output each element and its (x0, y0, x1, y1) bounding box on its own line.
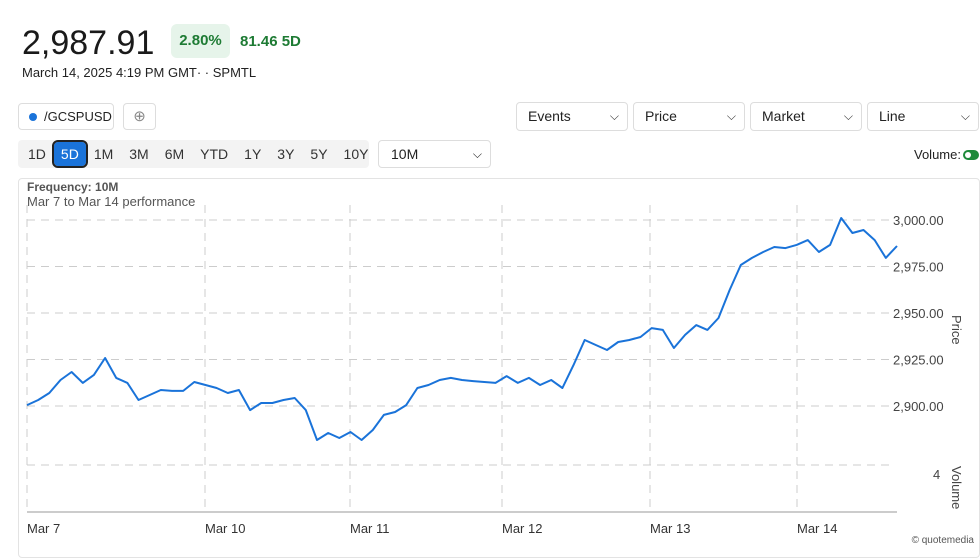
volume-label: Volume: (914, 147, 961, 162)
frequency-dropdown[interactable]: 10M ⌵ (378, 140, 491, 168)
x-tick-label: Mar 7 (27, 521, 60, 536)
y-tick-label: 2,950.00 (893, 306, 944, 321)
range-1y[interactable]: 1Y (244, 146, 262, 162)
chevron-down-icon: ⌵ (609, 109, 619, 123)
events-dropdown[interactable]: Events ⌵ (516, 102, 628, 131)
frequency-caption: Frequency: 10M (27, 180, 119, 194)
y-tick-label: 3,000.00 (893, 213, 944, 228)
range-10y[interactable]: 10Y (343, 146, 369, 162)
series-color-dot (29, 113, 37, 121)
quote-timestamp: March 14, 2025 4:19 PM GMT· · SPMTL (22, 65, 257, 80)
events-label: Events (528, 108, 571, 124)
range-3m[interactable]: 3M (129, 146, 149, 162)
market-label: Market (762, 108, 805, 124)
x-tick-label: Mar 11 (350, 521, 390, 536)
quotemedia-credit: © quotemedia (911, 535, 974, 546)
chevron-down-icon: ⌵ (843, 109, 853, 123)
performance-caption: Mar 7 to Mar 14 performance (27, 194, 196, 209)
x-tick-label: Mar 12 (502, 521, 542, 536)
chevron-down-icon: ⌵ (472, 147, 482, 161)
plus-circle-icon: ⊕ (133, 108, 146, 125)
x-tick-label: Mar 10 (205, 521, 245, 536)
price-label: Price (645, 108, 677, 124)
change-percent-badge: 2.80% (171, 24, 230, 58)
frequency-value: 10M (391, 146, 419, 162)
change-absolute: 81.46 5D (240, 33, 301, 50)
y-tick-label: 2,975.00 (893, 260, 944, 275)
volume-axis-title: Volume (949, 466, 964, 509)
y-tick-label: 2,925.00 (893, 353, 944, 368)
chevron-down-icon: ⌵ (726, 109, 736, 123)
y-tick-label: 2,900.00 (893, 399, 944, 414)
chevron-down-icon: ⌵ (960, 109, 970, 123)
range-6m[interactable]: 6M (164, 146, 185, 162)
symbol-chip[interactable]: /GCSPUSD (18, 103, 114, 130)
range-5d[interactable]: 5D (51, 140, 88, 168)
y-axis-title: Price (949, 315, 964, 345)
market-dropdown[interactable]: Market ⌵ (750, 102, 862, 131)
range-ytd[interactable]: YTD (200, 146, 229, 162)
range-5y[interactable]: 5Y (310, 146, 328, 162)
range-selector: 1D 5D 1M 3M 6M YTD 1Y 3Y 5Y 10Y (18, 140, 369, 168)
x-tick-label: Mar 13 (650, 521, 690, 536)
add-symbol-button[interactable]: ⊕ (123, 103, 156, 130)
range-3y[interactable]: 3Y (277, 146, 295, 162)
volume-tick-label: 4 (933, 467, 940, 482)
symbol-label: /GCSPUSD (44, 109, 112, 124)
range-1d[interactable]: 1D (28, 146, 46, 162)
price-line (26, 217, 898, 441)
line-label: Line (879, 108, 906, 124)
range-1m[interactable]: 1M (93, 146, 114, 162)
last-price: 2,987.91 (22, 24, 155, 62)
volume-toggle[interactable] (963, 150, 979, 160)
price-dropdown[interactable]: Price ⌵ (633, 102, 745, 131)
chart-type-dropdown[interactable]: Line ⌵ (867, 102, 979, 131)
x-tick-label: Mar 14 (797, 521, 837, 536)
